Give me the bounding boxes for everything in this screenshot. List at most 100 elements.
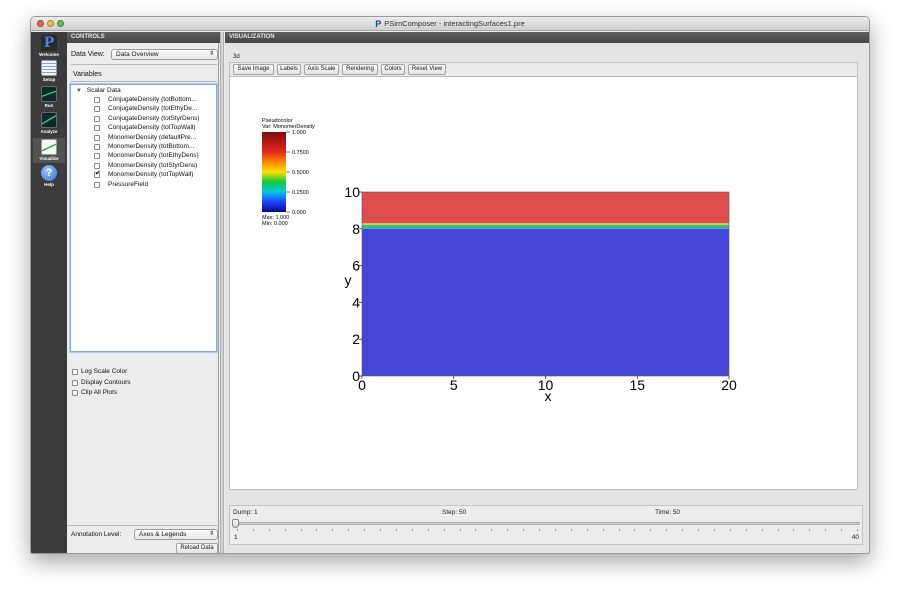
annotation-level-select[interactable]: Axes & Legends ⇕: [134, 529, 218, 540]
data-view-select[interactable]: Data Overview ⇕: [111, 49, 218, 60]
y-tick-label: 0: [352, 368, 360, 384]
legend-tick-label: 0.2500: [292, 190, 309, 196]
toolbar-colors-button[interactable]: Colors: [381, 64, 405, 75]
variable-label: MonomerDensity (totBottom...: [108, 143, 195, 150]
variables-tree[interactable]: ▼ Scalar Data ConjugateDensity (totBotto…: [70, 84, 217, 352]
legend-color-bar: [262, 132, 286, 212]
data-view-value: Data Overview: [116, 51, 159, 58]
x-tick-label: 20: [721, 377, 737, 393]
variable-checkbox[interactable]: [94, 170, 101, 179]
variable-label: MonomerDensity (totTopWall): [108, 171, 194, 179]
variable-checkbox[interactable]: [94, 181, 100, 188]
toolbar-reset-view-button[interactable]: Reset View: [408, 64, 446, 75]
option-log-scale-color[interactable]: Log Scale Color: [72, 368, 127, 376]
variable-checkbox[interactable]: [94, 115, 100, 122]
variable-item[interactable]: PressureField: [94, 181, 148, 189]
variable-label: MonomerDensity (defaultPre...: [108, 133, 197, 141]
slider-tick: [682, 529, 684, 531]
slider-tick: [793, 529, 795, 531]
slider-tick: [698, 529, 700, 531]
nav-analyze[interactable]: Analyze: [33, 112, 65, 136]
variable-item[interactable]: ConjugateDensity (totStyrDens): [94, 115, 199, 123]
variable-label: ConjugateDensity (totTopWall): [108, 124, 196, 132]
nav-welcome[interactable]: P Welcome: [33, 35, 65, 59]
slider-tick: [602, 529, 604, 531]
divider: [67, 525, 219, 526]
interface-band: [362, 226, 729, 229]
slider-tick: [523, 529, 525, 531]
interface-band: [362, 225, 729, 227]
slider-tick: [634, 529, 636, 531]
legend-max: Max: 1.000: [262, 215, 289, 221]
option-display-contours[interactable]: Display Contours: [72, 379, 131, 387]
variable-item[interactable]: MonomerDensity (totBottom...: [94, 143, 194, 151]
variable-checkbox[interactable]: [94, 134, 100, 141]
slider-tick: [809, 529, 811, 531]
toolbar-axis-scale-button[interactable]: Axis Scale: [304, 64, 339, 75]
slider-tick: [761, 529, 763, 531]
variable-checkbox[interactable]: [94, 97, 100, 103]
option-checkbox[interactable]: [72, 379, 78, 386]
variable-checkbox[interactable]: [94, 125, 100, 132]
nav-run[interactable]: Run: [33, 86, 65, 110]
slider-max-label: 40: [851, 534, 859, 541]
variable-label: ConjugateDensity (totEthyDe...: [108, 105, 198, 113]
plot-canvas[interactable]: 0 5 10 15 20 10 8 6 4 2 0 x y Pseudocolor Var: Monomer…: [229, 76, 858, 490]
chart-analyze-icon: [41, 112, 57, 128]
variable-item[interactable]: ConjugateDensity (totBottom...: [94, 96, 197, 104]
option-checkbox[interactable]: [72, 369, 78, 375]
y-axis-label: y: [345, 272, 352, 288]
y-tick-label: 8: [352, 221, 360, 237]
y-tick-label: 10: [344, 184, 360, 200]
toolbar-rendering-button[interactable]: Rendering: [342, 64, 378, 75]
slider-tick: [300, 529, 302, 531]
nav-label: Setup: [42, 77, 56, 82]
slider-tick: [252, 529, 254, 531]
toolbar-labels-button[interactable]: Labels: [277, 64, 301, 75]
slider-min-label: 1: [234, 534, 238, 541]
zoom-window-button[interactable]: [57, 20, 64, 27]
option-checkbox[interactable]: [72, 390, 78, 396]
nav-help[interactable]: ? Help: [33, 165, 65, 189]
close-window-button[interactable]: [37, 20, 44, 27]
help-question-icon: ?: [41, 165, 57, 181]
step-label: Step: 50: [442, 509, 467, 516]
variable-label: MonomerDensity (totEthyDens): [108, 152, 199, 160]
updown-arrows-icon: ⇕: [208, 51, 214, 57]
slider-tick: [380, 529, 382, 531]
disclosure-triangle-icon[interactable]: ▼: [76, 88, 82, 94]
slider-tick: [586, 529, 588, 531]
variable-checkbox[interactable]: [94, 106, 100, 113]
nav-label: Analyze: [40, 129, 58, 134]
variable-checkbox[interactable]: [94, 153, 100, 160]
tab-3d[interactable]: 3d: [233, 54, 240, 60]
time-controls: Dump: 1 Step: 50 Time: 50 1 40: [229, 505, 863, 545]
slider-tick: [411, 529, 413, 531]
variable-item[interactable]: ConjugateDensity (totEthyDe...: [94, 105, 197, 113]
variable-item[interactable]: MonomerDensity (totStyrDens): [94, 162, 197, 170]
tree-root-scalar-data[interactable]: ▼ Scalar Data: [76, 87, 121, 95]
variable-item[interactable]: ConjugateDensity (totTopWall): [94, 124, 196, 132]
slider-tick: [268, 529, 270, 531]
x-tick-label: 10: [538, 377, 554, 393]
variable-checkbox[interactable]: [94, 162, 100, 169]
variable-checkbox[interactable]: [94, 144, 100, 150]
time-slider-thumb[interactable]: [232, 519, 239, 528]
variable-item[interactable]: MonomerDensity (totEthyDens): [94, 152, 199, 160]
toolbar-save-image-button[interactable]: Save Image: [233, 64, 274, 75]
nav-label: Run: [44, 103, 54, 108]
interface-band: [362, 223, 729, 226]
time-label: Time: 50: [655, 509, 681, 516]
y-tick-label: 6: [352, 258, 360, 274]
reload-data-button[interactable]: Reload Data: [176, 543, 218, 553]
annotation-level-value: Axes & Legends: [139, 531, 187, 538]
minimize-window-button[interactable]: [47, 20, 54, 27]
slider-tick: [237, 529, 238, 531]
variable-item[interactable]: MonomerDensity (totTopWall): [94, 170, 194, 179]
panel-splitter[interactable]: [220, 32, 224, 553]
nav-setup[interactable]: Setup: [33, 60, 65, 84]
option-clip-all-plots[interactable]: Clip All Plots: [72, 389, 117, 397]
time-slider-track[interactable]: [234, 522, 860, 525]
variable-item[interactable]: MonomerDensity (defaultPre...: [94, 134, 196, 142]
nav-visualize[interactable]: Visualize: [33, 138, 65, 163]
